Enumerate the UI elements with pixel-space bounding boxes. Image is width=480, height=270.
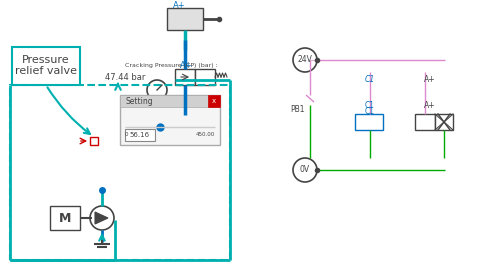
Bar: [415, 114, 435, 130]
Text: A+: A+: [424, 100, 436, 110]
Text: A+: A+: [424, 76, 436, 85]
Text: 450.00: 450.00: [196, 133, 215, 137]
Bar: [120, 95, 220, 145]
Text: PB1: PB1: [290, 106, 305, 114]
Text: C1: C1: [365, 76, 375, 85]
Text: Pressure: Pressure: [22, 55, 70, 65]
Text: C1: C1: [365, 107, 375, 116]
Bar: [208, 95, 220, 107]
Text: Cracking Pressure (CP) (bar) :: Cracking Pressure (CP) (bar) :: [125, 63, 218, 69]
Bar: [50, 206, 80, 230]
Text: 0V: 0V: [300, 166, 310, 174]
Text: 56.16: 56.16: [130, 132, 150, 138]
Bar: [12, 47, 80, 85]
Circle shape: [90, 206, 114, 230]
Bar: [355, 114, 383, 130]
Bar: [10, 85, 230, 260]
Text: 0: 0: [125, 133, 129, 137]
Text: M: M: [59, 211, 71, 224]
Bar: [125, 129, 155, 141]
Bar: [175, 69, 195, 85]
Bar: [120, 95, 220, 107]
Bar: [167, 8, 203, 30]
Polygon shape: [95, 212, 108, 224]
Text: 24V: 24V: [298, 56, 312, 65]
Circle shape: [147, 80, 167, 100]
Bar: [435, 114, 453, 130]
Circle shape: [293, 48, 317, 72]
Bar: [90, 137, 98, 145]
Bar: [195, 69, 215, 85]
Text: A+: A+: [173, 2, 185, 11]
Text: relief valve: relief valve: [15, 66, 77, 76]
Text: 47.44 bar: 47.44 bar: [105, 73, 145, 82]
Circle shape: [293, 158, 317, 182]
Text: x: x: [212, 98, 216, 104]
Text: C1: C1: [365, 100, 375, 110]
Text: Setting: Setting: [125, 96, 153, 106]
Text: A+: A+: [180, 62, 192, 70]
